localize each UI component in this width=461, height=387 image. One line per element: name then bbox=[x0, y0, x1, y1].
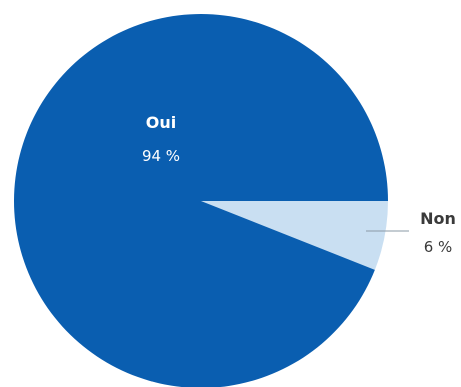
slice-value-non: 6 % bbox=[424, 238, 453, 256]
label-oui: Oui 94 % bbox=[142, 113, 180, 165]
slice-label-non: Non bbox=[420, 209, 456, 228]
slice-value-oui: 94 % bbox=[142, 147, 180, 165]
slice-label-oui: Oui bbox=[146, 113, 176, 132]
pie-slice-non bbox=[201, 201, 388, 270]
pie-slices bbox=[14, 14, 388, 387]
pie-slice-oui bbox=[14, 14, 388, 387]
label-non: Non 6 % bbox=[420, 209, 456, 256]
